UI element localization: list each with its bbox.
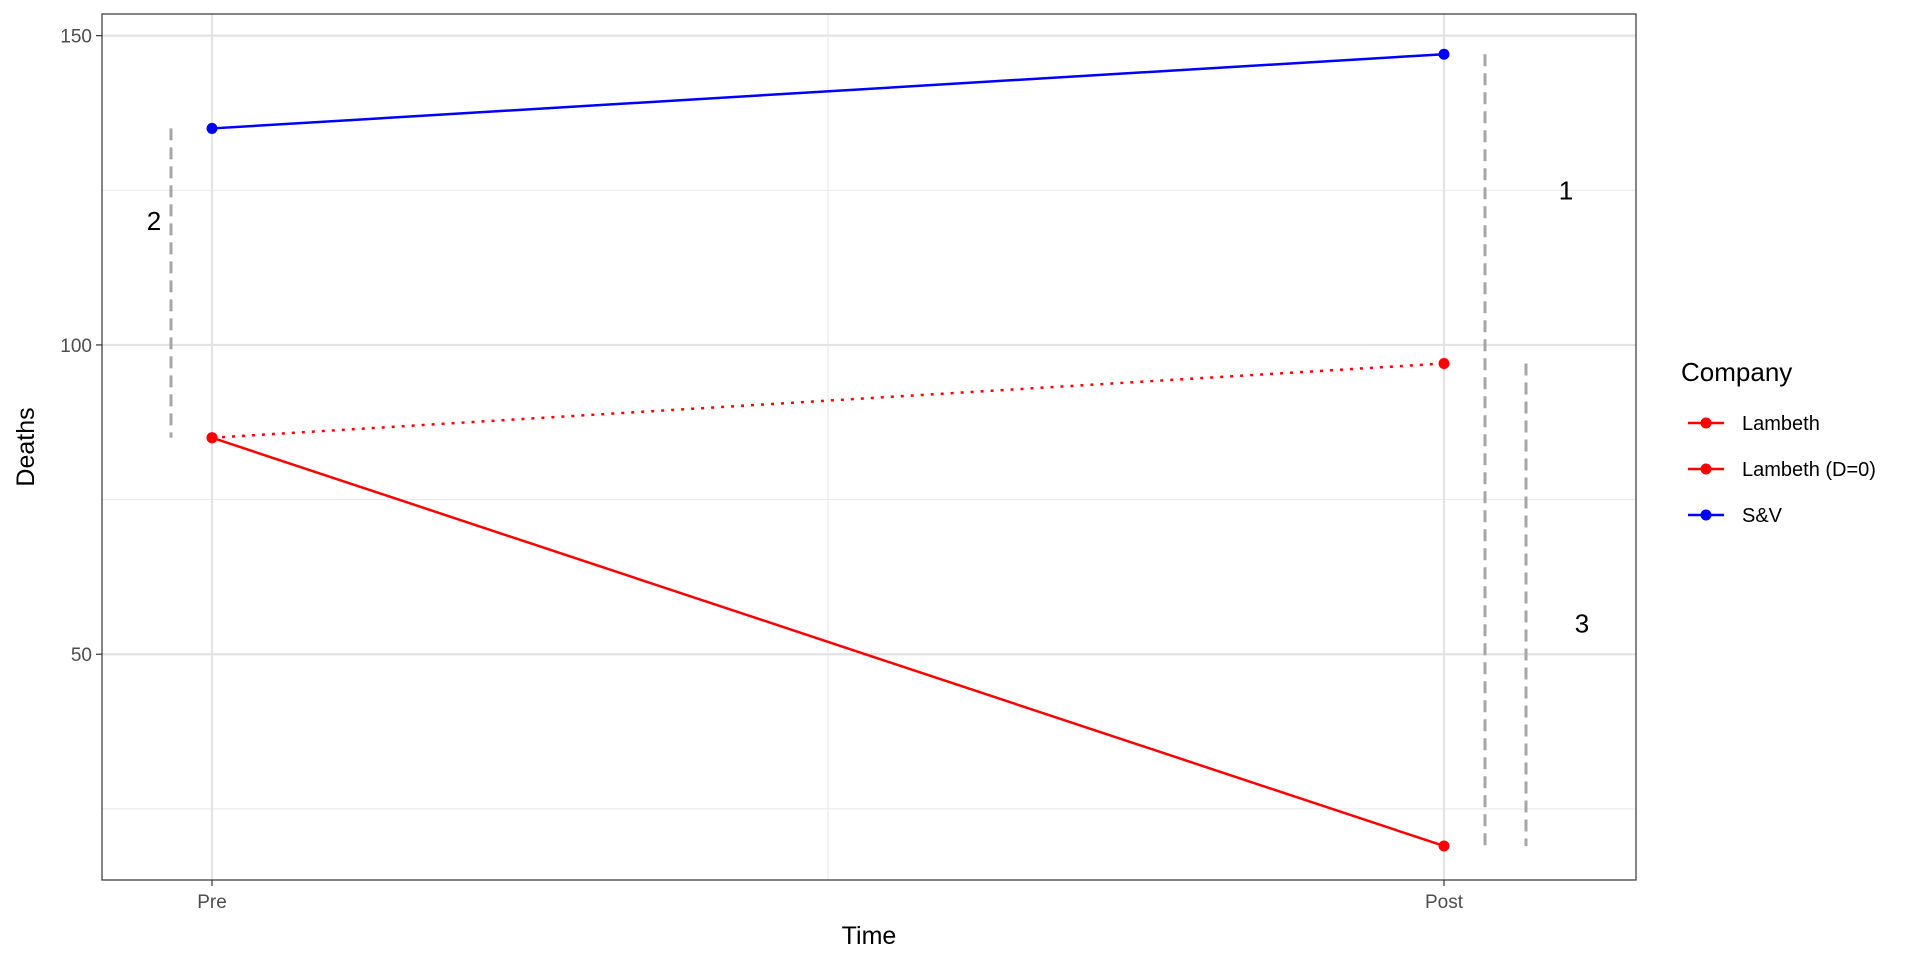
data-point (1438, 48, 1450, 60)
series (206, 357, 1450, 444)
legend-key-point (1700, 509, 1712, 521)
plot-panel (102, 14, 1636, 880)
series-layer (206, 48, 1450, 852)
x-tick-label: Post (1425, 892, 1464, 913)
legend-item: Lambeth (D=0) (1688, 459, 1876, 481)
legend-title: Company (1681, 357, 1792, 387)
legend-key-point (1700, 417, 1712, 429)
y-axis-title: Deaths (12, 407, 40, 486)
annotation-label: 2 (147, 206, 161, 236)
legend-item: S&V (1688, 505, 1783, 527)
legend: Company Lambeth Lambeth (D=0) S&V (1681, 357, 1876, 527)
data-point (1438, 357, 1450, 369)
legend-label: Lambeth (D=0) (1742, 459, 1876, 481)
y-tick-label: 150 (60, 27, 92, 48)
legend-key-point (1700, 463, 1712, 475)
legend-label: Lambeth (1742, 413, 1820, 435)
guide-lines (169, 54, 1528, 846)
series-line (211, 52, 1445, 130)
annotations: 1 2 3 (147, 175, 1589, 638)
data-point (206, 122, 218, 134)
x-axis-title: Time (842, 922, 897, 950)
annotation-label: 1 (1559, 175, 1573, 205)
plot-border (101, 13, 1637, 881)
y-axis: 50 100 150 (60, 27, 102, 666)
data-point (1438, 840, 1450, 852)
y-tick-label: 50 (71, 645, 92, 666)
data-point (206, 432, 218, 444)
series-line (211, 436, 1445, 848)
x-axis: Pre Post (197, 880, 1464, 913)
series (206, 48, 1450, 134)
x-tick-label: Pre (197, 892, 227, 913)
legend-label: S&V (1742, 505, 1783, 527)
legend-item: Lambeth (1688, 413, 1820, 435)
annotation-label: 3 (1575, 608, 1589, 638)
y-tick-label: 100 (60, 336, 92, 357)
